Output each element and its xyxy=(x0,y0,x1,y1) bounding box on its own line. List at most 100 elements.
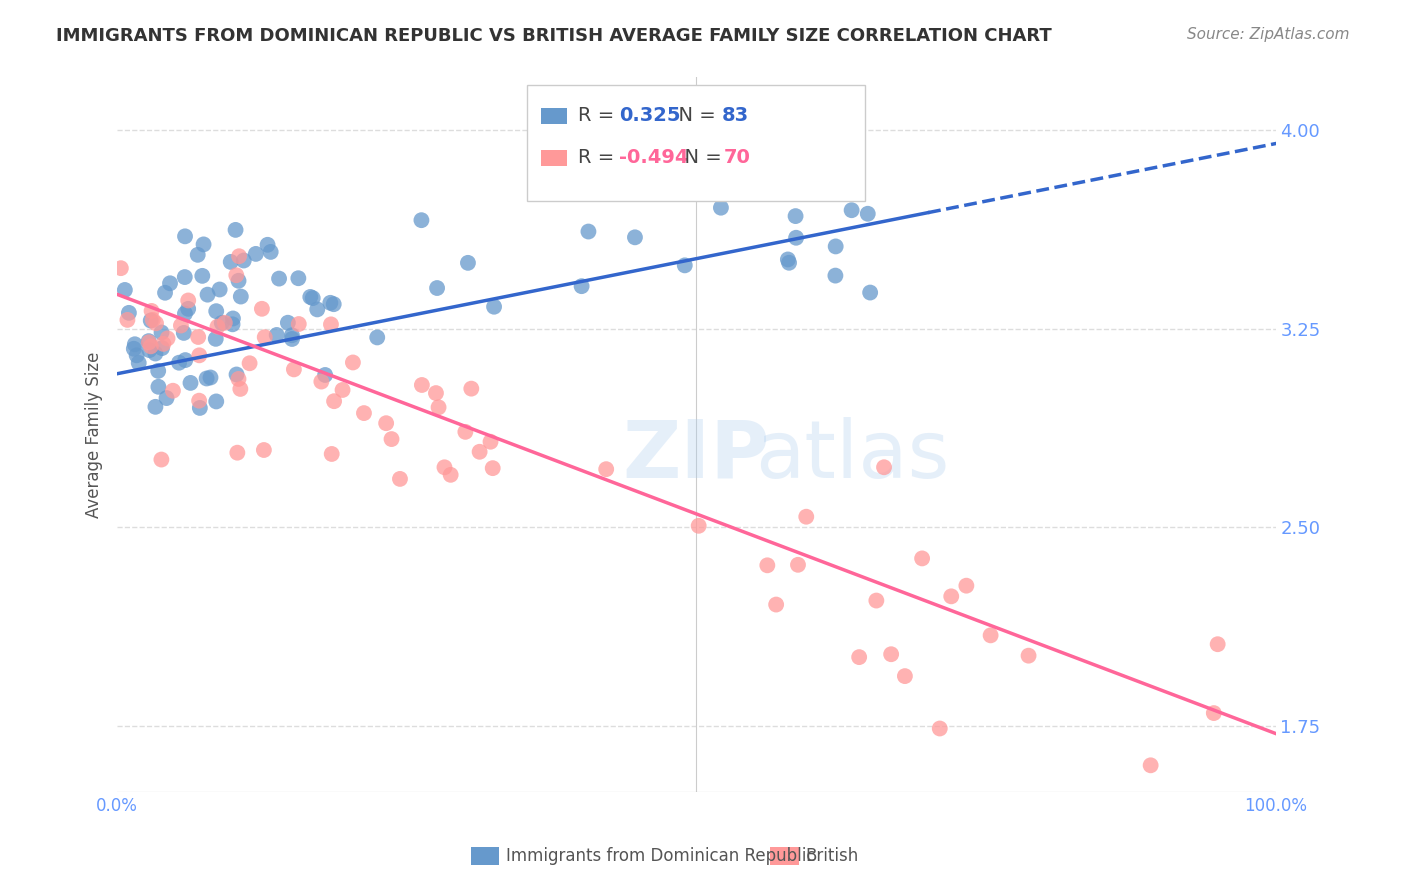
Point xyxy=(481,461,503,475)
Point xyxy=(824,268,846,283)
Point xyxy=(174,307,197,321)
Text: 0.325: 0.325 xyxy=(619,106,681,126)
Point xyxy=(250,301,273,316)
Point xyxy=(321,447,343,461)
Point xyxy=(200,370,222,384)
Point xyxy=(256,237,278,252)
Point xyxy=(208,283,231,297)
Point xyxy=(253,442,276,457)
Point xyxy=(225,223,247,237)
Point xyxy=(221,318,243,332)
Point xyxy=(425,386,447,401)
Point xyxy=(332,383,354,397)
Point xyxy=(319,318,342,332)
Point xyxy=(375,416,398,430)
Point xyxy=(322,297,344,311)
Point xyxy=(673,258,696,272)
Text: R =: R = xyxy=(578,106,620,126)
Point xyxy=(955,579,977,593)
Point xyxy=(433,460,456,475)
Point xyxy=(856,207,879,221)
Point xyxy=(775,170,797,185)
Point xyxy=(191,268,214,283)
Point xyxy=(482,300,505,314)
Point xyxy=(228,274,250,288)
Point xyxy=(173,326,195,340)
Point xyxy=(229,289,252,303)
Point xyxy=(232,253,254,268)
Text: Source: ZipAtlas.com: Source: ZipAtlas.com xyxy=(1187,27,1350,42)
Point xyxy=(1018,648,1040,663)
Point xyxy=(388,472,411,486)
Point xyxy=(765,598,787,612)
Point xyxy=(145,400,167,414)
Point xyxy=(281,328,304,343)
Point xyxy=(880,647,903,661)
Point xyxy=(128,356,150,370)
Point xyxy=(479,434,502,449)
Point xyxy=(277,316,299,330)
Point xyxy=(205,394,228,409)
Point xyxy=(225,268,247,283)
Point xyxy=(138,335,160,350)
Point xyxy=(578,225,600,239)
Point xyxy=(427,401,450,415)
Point xyxy=(229,382,252,396)
Text: 70: 70 xyxy=(724,148,751,168)
Point xyxy=(342,355,364,369)
Text: Immigrants from Dominican Republic: Immigrants from Dominican Republic xyxy=(506,847,815,865)
Point xyxy=(301,291,323,305)
Point xyxy=(188,393,211,408)
Point xyxy=(299,290,322,304)
Point xyxy=(125,348,148,362)
Point xyxy=(159,277,181,291)
Text: 83: 83 xyxy=(721,106,748,126)
Point xyxy=(174,353,197,368)
Point xyxy=(214,316,236,330)
Point xyxy=(941,590,963,604)
Point xyxy=(138,334,160,348)
Point xyxy=(794,509,817,524)
Point xyxy=(173,270,195,285)
Point xyxy=(266,328,288,343)
Point xyxy=(314,368,336,382)
Point xyxy=(155,391,177,405)
Point xyxy=(411,378,433,392)
Point xyxy=(239,356,262,370)
Point xyxy=(188,348,211,362)
Point xyxy=(411,213,433,227)
Point xyxy=(207,319,229,334)
Point xyxy=(124,337,146,351)
Point xyxy=(928,722,950,736)
Point xyxy=(167,356,190,370)
Point xyxy=(193,237,215,252)
Point xyxy=(787,558,810,572)
Point xyxy=(353,406,375,420)
Point xyxy=(319,295,342,310)
Point xyxy=(1206,637,1229,651)
Point xyxy=(188,401,211,415)
Text: R =: R = xyxy=(578,148,620,168)
Point xyxy=(281,332,304,346)
Point xyxy=(117,313,139,327)
Point xyxy=(162,384,184,398)
Text: ZIP: ZIP xyxy=(623,417,770,495)
Point xyxy=(228,372,250,386)
Point xyxy=(595,462,617,476)
Point xyxy=(624,230,647,244)
Point xyxy=(228,249,250,263)
Point xyxy=(205,304,228,318)
Point xyxy=(118,306,141,320)
Point xyxy=(841,203,863,218)
Text: N =: N = xyxy=(666,106,723,126)
Point xyxy=(457,256,479,270)
Point xyxy=(468,444,491,458)
Point xyxy=(195,371,218,385)
Point xyxy=(307,302,329,317)
Point xyxy=(778,256,800,270)
Text: -0.494: -0.494 xyxy=(619,148,688,168)
Point xyxy=(460,382,482,396)
Point xyxy=(288,317,311,331)
Point xyxy=(219,255,242,269)
Point xyxy=(980,628,1002,642)
